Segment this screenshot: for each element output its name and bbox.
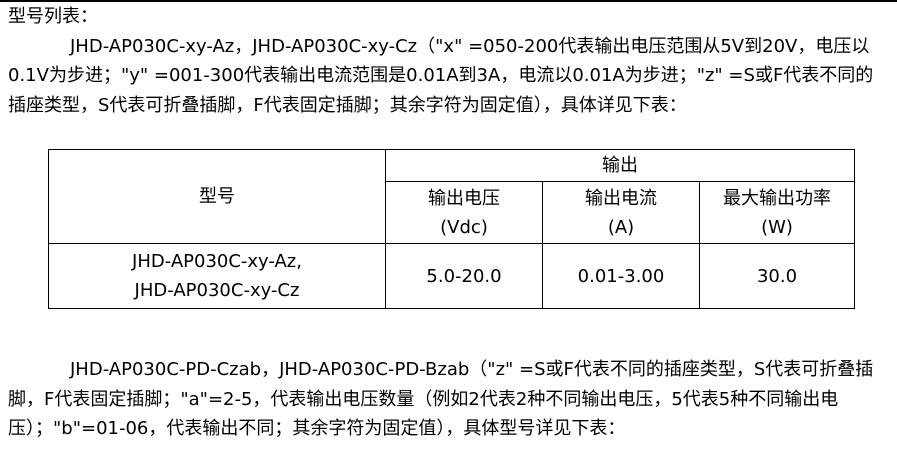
voltage-cell: 5.0-20.0	[385, 243, 543, 309]
voltage-header-unit: (Vdc)	[440, 216, 488, 238]
power-header-unit: (W)	[761, 216, 793, 238]
model-cell: JHD-AP030C-xy-Az, JHD-AP030C-xy-Cz	[48, 243, 386, 309]
model-header: 型号	[48, 149, 386, 244]
current-cell: 0.01-3.00	[542, 243, 700, 309]
current-header-unit: (A)	[607, 216, 635, 238]
power-cell: 30.0	[699, 243, 855, 309]
paragraph-1: JHD-AP030C-xy-Az，JHD-AP030C-xy-Cz（"x" =0…	[8, 35, 874, 116]
current-header-label: 输出电流	[585, 187, 657, 209]
voltage-header-label: 输出电压	[428, 187, 500, 209]
top-border	[0, 0, 897, 2]
current-header: 输出电流 (A)	[542, 181, 700, 244]
model-table: 型号 输出 输出电压 (Vdc) 输出电流 (A) 最大输出功率 (W) JHD-AP…	[48, 149, 855, 309]
paragraph-2: JHD-AP030C-PD-Czab，JHD-AP030C-PD-Bzab（"z…	[8, 359, 874, 439]
voltage-header: 输出电压 (Vdc)	[385, 181, 543, 244]
table-row: JHD-AP030C-xy-Az, JHD-AP030C-xy-Cz 5.0-20…	[48, 243, 855, 309]
model-line-2: JHD-AP030C-xy-Cz	[134, 280, 300, 301]
output-header: 输出	[385, 149, 855, 182]
model-line-1: JHD-AP030C-xy-Az,	[132, 251, 302, 272]
power-header: 最大输出功率 (W)	[699, 181, 855, 244]
section-title: 型号列表：	[8, 6, 98, 27]
intro-block: 型号列表： JHD-AP030C-xy-Az，JHD-AP030C-xy-Cz（…	[8, 2, 888, 120]
power-header-label: 最大输出功率	[723, 187, 831, 209]
